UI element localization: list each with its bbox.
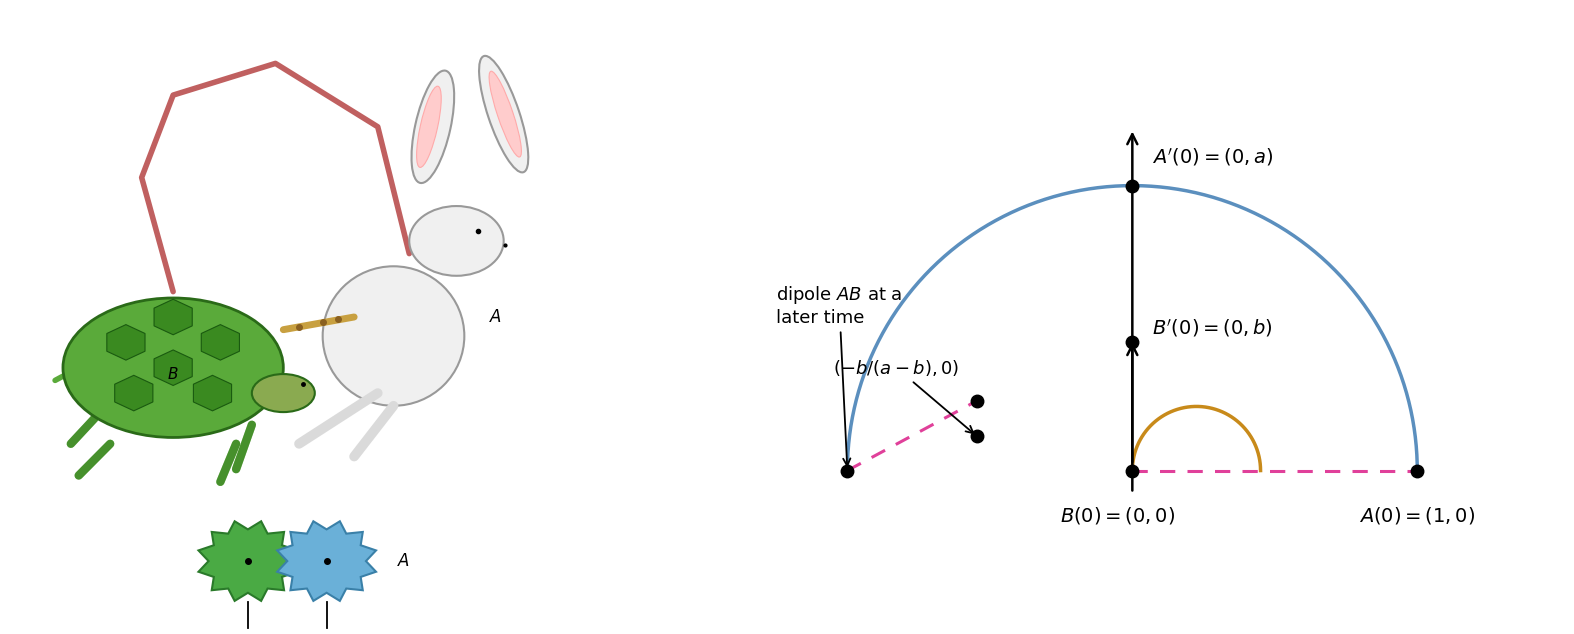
Polygon shape xyxy=(107,325,145,360)
Polygon shape xyxy=(277,521,376,601)
Text: $A'(0) = (0, a)$: $A'(0) = (0, a)$ xyxy=(1152,146,1273,168)
Text: $A(0) = (1, 0)$: $A(0) = (1, 0)$ xyxy=(1358,505,1475,526)
Ellipse shape xyxy=(490,71,521,157)
Ellipse shape xyxy=(63,298,283,437)
Ellipse shape xyxy=(409,206,504,276)
Polygon shape xyxy=(201,325,239,360)
Text: $(-b/(a - b), 0)$: $(-b/(a - b), 0)$ xyxy=(833,358,973,433)
Text: dipole $AB$ at a
later time: dipole $AB$ at a later time xyxy=(776,284,902,466)
Polygon shape xyxy=(154,350,192,385)
Text: $A$: $A$ xyxy=(490,308,502,326)
Text: $A$: $A$ xyxy=(397,552,411,570)
Ellipse shape xyxy=(411,70,455,183)
Ellipse shape xyxy=(478,56,529,172)
Ellipse shape xyxy=(323,266,464,406)
Polygon shape xyxy=(194,375,231,411)
Ellipse shape xyxy=(252,374,315,412)
Polygon shape xyxy=(115,375,153,411)
Text: $B$: $B$ xyxy=(167,366,179,382)
Text: $B'(0) = (0, b)$: $B'(0) = (0, b)$ xyxy=(1152,317,1273,339)
Polygon shape xyxy=(198,521,297,601)
Polygon shape xyxy=(154,299,192,335)
Text: $B(0) = (0, 0)$: $B(0) = (0, 0)$ xyxy=(1061,505,1176,526)
Ellipse shape xyxy=(417,86,441,167)
